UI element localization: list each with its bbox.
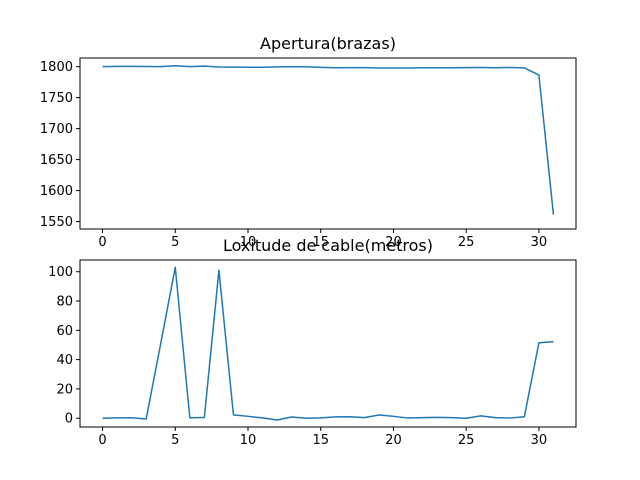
x-tick-label: 30: [531, 433, 548, 448]
x-tick-label: 10: [240, 235, 257, 250]
y-tick-label: 0: [65, 412, 73, 427]
x-tick-label: 25: [458, 433, 475, 448]
y-tick-label: 1550: [40, 215, 73, 230]
y-tick-label: 100: [48, 265, 73, 280]
x-tick-label: 25: [458, 235, 475, 250]
subplot-apertura: Apertura(brazas) 0 5 10 15 20 25 30 1550 1600 1650…: [40, 34, 577, 250]
y-tick-label: 1600: [40, 184, 73, 199]
y-tick-label: 1700: [40, 122, 73, 137]
x-tick-label: 15: [312, 433, 329, 448]
x-tick-label: 20: [385, 433, 402, 448]
y-tick-label: 80: [56, 295, 73, 310]
y-tick-label: 40: [56, 353, 73, 368]
x-tick-label: 0: [98, 433, 106, 448]
x-tick-label: 30: [531, 235, 548, 250]
subplot-loxitude-de-cable: Loxitude de cable(metros) 0 5 10 15 20 25 30 0 20…: [48, 236, 577, 448]
chart-title: Loxitude de cable(metros): [223, 236, 433, 255]
plot-frame: [79, 57, 577, 230]
y-tick-label: 1750: [40, 91, 73, 106]
x-tick-label: 15: [312, 235, 329, 250]
x-tick-label: 5: [171, 433, 179, 448]
y-tick-label: 1800: [40, 60, 73, 75]
x-tick-label: 10: [240, 433, 257, 448]
x-tick-label: 0: [98, 235, 106, 250]
y-tick-label: 1650: [40, 153, 73, 168]
x-tick-label: 5: [171, 235, 179, 250]
y-tick-label: 20: [56, 382, 73, 397]
series-line: [102, 266, 554, 421]
plot-frame: [79, 259, 577, 428]
y-tick-label: 60: [56, 324, 73, 339]
x-tick-label: 20: [385, 235, 402, 250]
series-line: [102, 64, 555, 215]
chart-title: Apertura(brazas): [260, 34, 396, 53]
